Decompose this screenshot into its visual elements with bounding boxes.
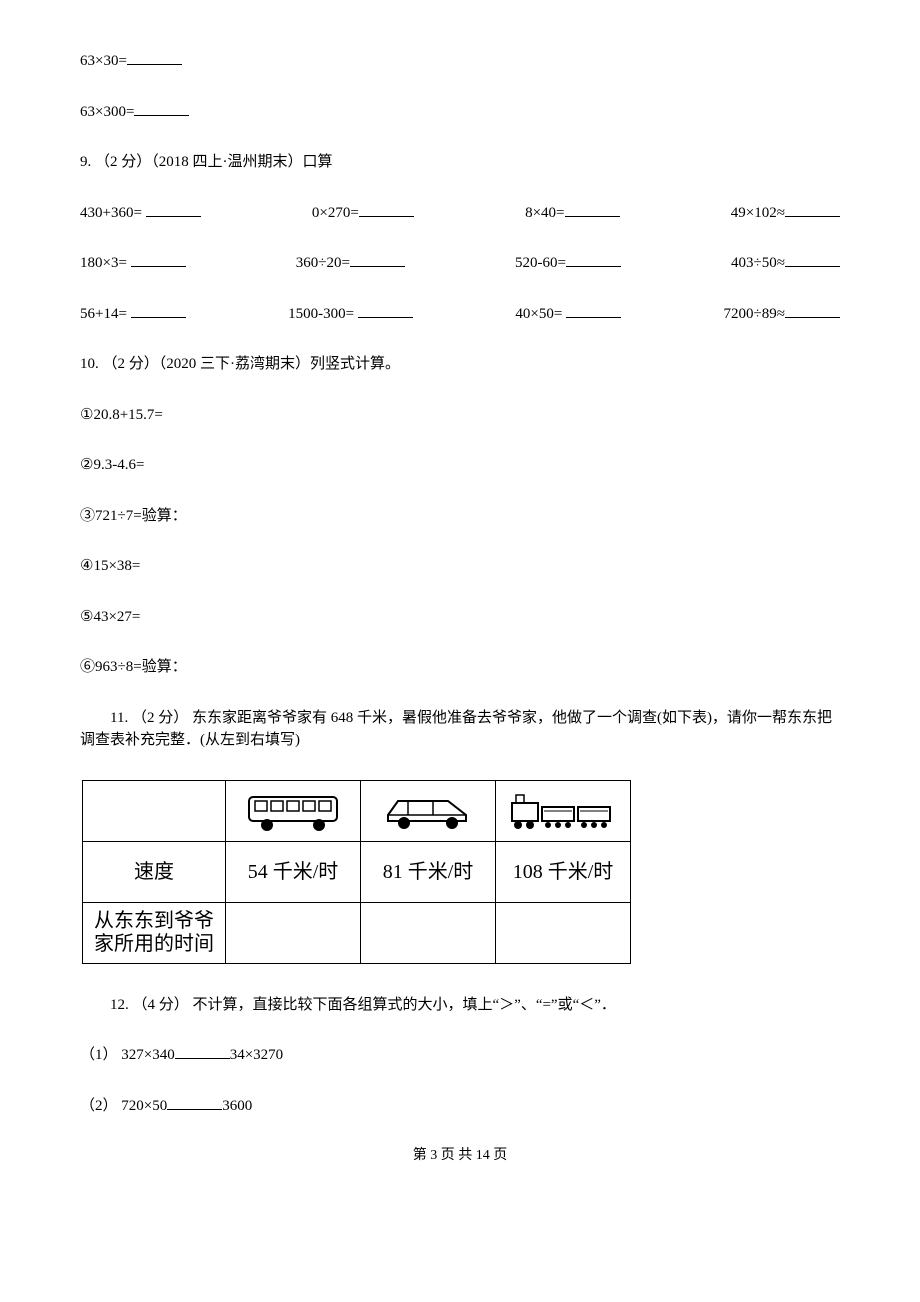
- q10-title: 10. （2 分）（2020 三下·荔湾期末）列竖式计算。: [80, 353, 840, 376]
- cell: 520-60=: [515, 255, 566, 271]
- q10-item-3: ③721÷7=验算：: [80, 505, 840, 528]
- speed-car: 81 千米/时: [361, 841, 496, 902]
- blank: [167, 1095, 222, 1110]
- q11-title: 11. （2 分） 东东家距离爷爷家有 648 千米，暑假他准备去爷爷家，他做了…: [80, 707, 840, 752]
- text: 3600: [222, 1098, 252, 1114]
- blank: [131, 252, 186, 267]
- cell: 0×270=: [312, 205, 359, 221]
- q10-item-1: ①20.8+15.7=: [80, 404, 840, 427]
- q10-item-6: ⑥963÷8=验算：: [80, 656, 840, 679]
- cell: 180×3=: [80, 255, 127, 271]
- time-train: [496, 902, 631, 963]
- q9-row1: 430+360= 0×270= 8×40= 49×102≈: [80, 202, 840, 225]
- cell-bus-image: [226, 780, 361, 841]
- q11-table: 速度 54 千米/时 81 千米/时 108 千米/时 从东东到爷爷家所用的时间: [82, 780, 631, 964]
- cell: 360÷20=: [296, 255, 350, 271]
- cell: 403÷50≈: [731, 255, 785, 271]
- blank: [358, 303, 413, 318]
- speed-train: 108 千米/时: [496, 841, 631, 902]
- blank: [785, 202, 840, 217]
- expr-63x300: 63×300=: [80, 101, 840, 124]
- cell-car-image: [361, 780, 496, 841]
- speed-bus: 54 千米/时: [226, 841, 361, 902]
- expr-63x30: 63×30=: [80, 50, 840, 73]
- blank: [131, 303, 186, 318]
- q12-sub2: （2） 720×50 3600: [80, 1095, 840, 1118]
- table-row-time: 从东东到爷爷家所用的时间: [83, 902, 631, 963]
- blank: [146, 202, 201, 217]
- q12-title: 12. （4 分） 不计算，直接比较下面各组算式的大小，填上“＞”、“=”或“＜…: [80, 994, 840, 1017]
- cell: 56+14=: [80, 306, 127, 322]
- time-bus: [226, 902, 361, 963]
- cell-train-image: [496, 780, 631, 841]
- cell: 1500-300=: [288, 306, 354, 322]
- blank: [785, 252, 840, 267]
- q10-item-2: ②9.3-4.6=: [80, 454, 840, 477]
- cell: 40×50=: [515, 306, 562, 322]
- q9-title: 9. （2 分）（2018 四上·温州期末）口算: [80, 151, 840, 174]
- blank: [350, 252, 405, 267]
- q12-sub1: （1） 327×340 34×3270: [80, 1044, 840, 1067]
- blank: [785, 303, 840, 318]
- q10-item-4: ④15×38=: [80, 555, 840, 578]
- blank: [565, 202, 620, 217]
- table-row-images: [83, 780, 631, 841]
- blank: [566, 252, 621, 267]
- table-row-speed: 速度 54 千米/时 81 千米/时 108 千米/时: [83, 841, 631, 902]
- time-car: [361, 902, 496, 963]
- blank: [566, 303, 621, 318]
- cell: 7200÷89≈: [724, 306, 785, 322]
- q9-row3: 56+14= 1500-300= 40×50= 7200÷89≈: [80, 303, 840, 326]
- cell: 430+360=: [80, 205, 142, 221]
- text: （1） 327×340: [80, 1047, 175, 1063]
- q9-row2: 180×3= 360÷20= 520-60= 403÷50≈: [80, 252, 840, 275]
- text: 34×3270: [230, 1047, 283, 1063]
- page-footer: 第 3 页 共 14 页: [80, 1145, 840, 1166]
- text: （2） 720×50: [80, 1098, 167, 1114]
- bus-icon: [243, 789, 343, 833]
- blank: [359, 202, 414, 217]
- time-label: 从东东到爷爷家所用的时间: [83, 902, 226, 963]
- speed-label: 速度: [83, 841, 226, 902]
- text: 63×30=: [80, 53, 127, 69]
- blank: [134, 101, 189, 116]
- train-icon: [508, 789, 618, 833]
- car-icon: [378, 789, 478, 833]
- cell-blank: [83, 780, 226, 841]
- blank: [127, 50, 182, 65]
- q10-item-5: ⑤43×27=: [80, 606, 840, 629]
- cell: 8×40=: [525, 205, 564, 221]
- blank: [175, 1044, 230, 1059]
- cell: 49×102≈: [731, 205, 785, 221]
- text: 63×300=: [80, 104, 134, 120]
